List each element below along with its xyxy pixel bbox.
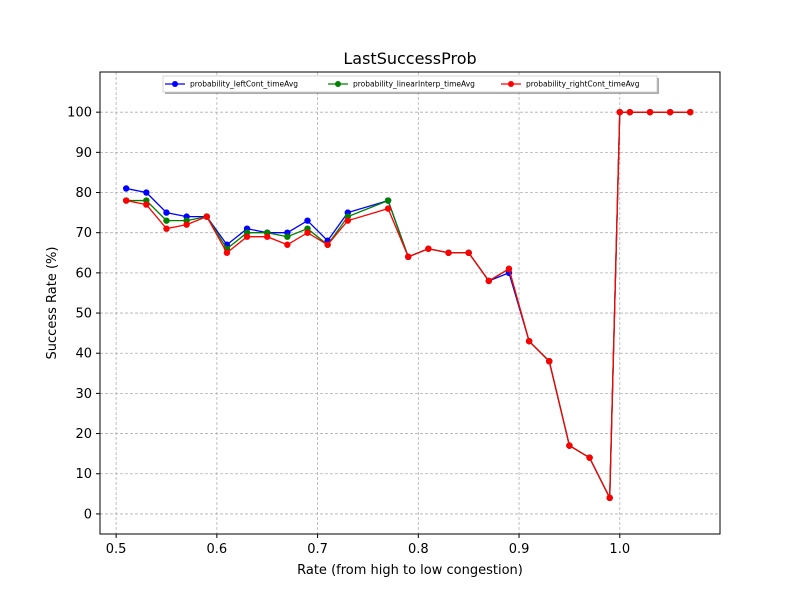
data-point — [586, 454, 593, 461]
data-point — [384, 205, 392, 212]
data-point — [304, 217, 311, 224]
y-tick-label: 80 — [75, 186, 92, 201]
legend-marker — [172, 81, 178, 87]
y-tick-label: 90 — [75, 146, 92, 161]
data-point — [546, 358, 553, 365]
y-tick-label: 40 — [75, 347, 92, 362]
y-tick-label: 50 — [75, 307, 92, 322]
data-point — [626, 108, 634, 116]
data-point — [666, 108, 674, 116]
y-axis-label: Success Rate (%) — [45, 247, 60, 360]
legend-box — [162, 75, 658, 93]
x-tick-label: 0.8 — [408, 542, 429, 557]
data-point — [485, 277, 493, 285]
legend-label: probability_rightCont_timeAvg — [526, 80, 640, 89]
y-tick-label: 20 — [75, 427, 92, 442]
legend-marker — [508, 81, 514, 87]
data-point — [122, 185, 130, 192]
data-point — [505, 265, 513, 273]
grid-layer — [100, 72, 720, 534]
data-point — [344, 217, 351, 224]
data-point — [163, 209, 170, 216]
data-point — [566, 442, 573, 449]
y-tick-label: 0 — [84, 507, 92, 522]
data-point — [264, 233, 271, 240]
chart-title: LastSuccessProb — [343, 49, 476, 68]
data-point — [163, 217, 170, 224]
data-point — [445, 249, 452, 256]
data-point — [646, 108, 654, 116]
y-tick-label: 10 — [75, 467, 92, 482]
series-3 — [122, 108, 694, 502]
data-point — [465, 249, 472, 256]
x-tick-label: 0.5 — [106, 542, 127, 557]
data-point — [243, 233, 251, 240]
plot-frame — [99, 71, 721, 535]
data-point — [203, 213, 210, 220]
x-tick-label: 0.7 — [307, 542, 328, 557]
x-tick-label: 0.9 — [509, 542, 530, 557]
series-layer — [122, 108, 694, 502]
data-point — [384, 197, 392, 204]
data-point — [143, 201, 150, 208]
data-point — [425, 245, 432, 252]
data-point — [405, 253, 412, 260]
y-tick-label: 30 — [75, 387, 92, 402]
y-tick-label: 60 — [75, 266, 92, 281]
legend-marker — [335, 81, 341, 87]
data-point — [122, 197, 130, 204]
x-tick-label: 0.6 — [207, 542, 228, 557]
data-point — [616, 108, 623, 116]
legend-label: probability_linearInterp_timeAvg — [353, 80, 475, 89]
y-tick-label: 70 — [75, 226, 92, 241]
data-point — [183, 221, 190, 228]
data-point — [143, 189, 150, 196]
data-point — [284, 233, 291, 240]
legend: probability_leftCont_timeAvg probability_… — [162, 75, 659, 94]
legend-label: probability_leftCont_timeAvg — [190, 80, 298, 89]
data-point — [223, 249, 231, 256]
x-tick-label: 1.0 — [609, 542, 630, 557]
x-axis-label: Rate (from high to low congestion) — [297, 563, 523, 578]
data-point — [163, 225, 170, 232]
data-point — [304, 229, 311, 236]
data-point — [284, 241, 291, 248]
axis-layer: 0.5 0.6 0.7 0.8 0.9 1.0 0 10 20 30 40 50 60 70 80 90 100 — [67, 106, 630, 557]
data-point — [687, 108, 694, 116]
data-point — [324, 241, 331, 248]
data-point — [525, 337, 533, 345]
data-point — [606, 494, 613, 502]
y-tick-label: 100 — [67, 106, 92, 121]
